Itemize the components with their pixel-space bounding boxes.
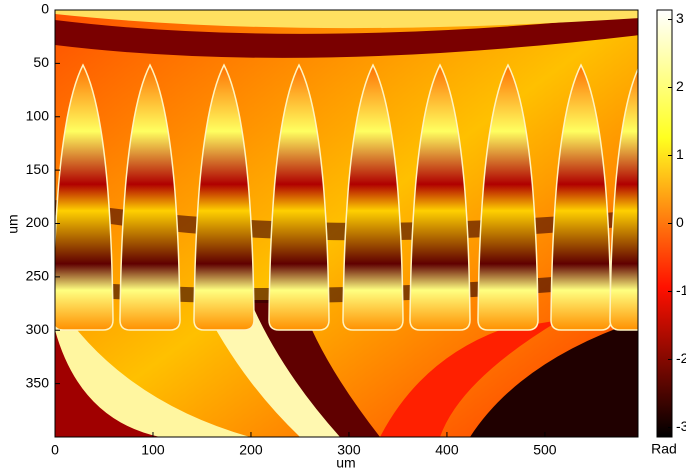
- y-tick-label: 0: [41, 1, 49, 17]
- y-tick-label: 350: [26, 374, 50, 390]
- x-tick-label: 300: [337, 442, 361, 458]
- x-tick-label: 0: [51, 442, 59, 458]
- colorbar-tick-label: 0: [676, 214, 684, 230]
- finger-shape: [550, 63, 612, 331]
- heatmap-image: [55, 10, 638, 437]
- x-tick-label: 400: [435, 442, 459, 458]
- x-tick-label: 100: [141, 442, 165, 458]
- y-tick-label: 300: [26, 321, 50, 337]
- colorbar-tick-label: -3: [676, 418, 686, 434]
- finger-shape: [409, 63, 471, 331]
- finger-shape: [193, 63, 255, 331]
- colorbar-tick-label: 3: [676, 10, 684, 26]
- y-tick-label: 50: [33, 54, 49, 70]
- finger-shape: [477, 63, 539, 331]
- finger-shape: [119, 63, 181, 331]
- colorbar-tick-label: 2: [676, 78, 684, 94]
- y-tick-label: 250: [26, 268, 50, 284]
- y-tick-label: 150: [26, 161, 50, 177]
- x-axis-label: um: [336, 455, 355, 471]
- x-tick-label: 500: [533, 442, 557, 458]
- colorbar-tick-label: 1: [676, 146, 684, 162]
- finger-shape: [609, 67, 638, 331]
- colorbar-tick-label: -1: [676, 282, 686, 298]
- finger-shape: [342, 63, 404, 331]
- colorbar-tick-label: -2: [676, 350, 686, 366]
- finger-shape: [268, 63, 330, 331]
- finger-shape: [55, 63, 114, 331]
- x-tick-label: 200: [239, 442, 263, 458]
- y-tick-label: 200: [26, 214, 50, 230]
- y-axis-label: um: [5, 214, 21, 233]
- colorbar-label: Rad: [651, 441, 677, 457]
- y-tick-label: 100: [26, 107, 50, 123]
